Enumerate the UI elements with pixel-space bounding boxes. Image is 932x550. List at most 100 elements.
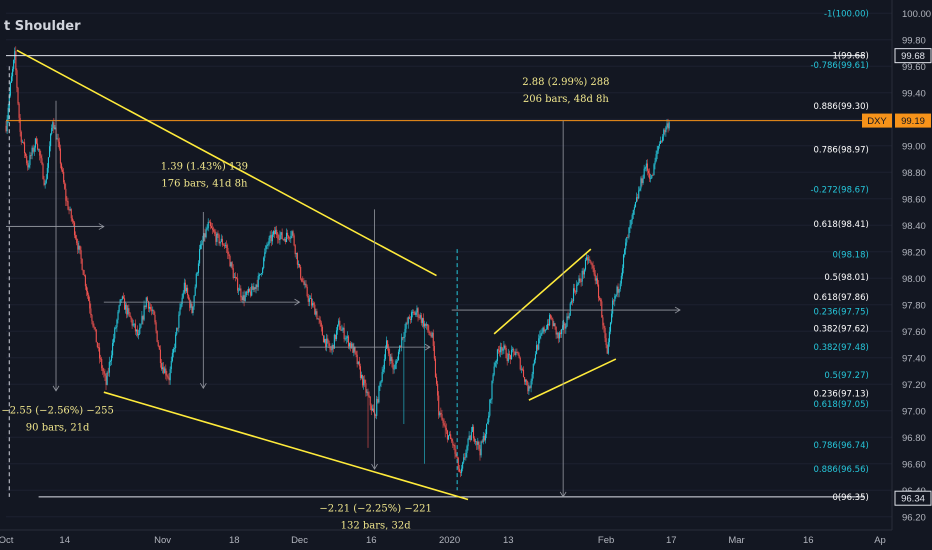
candle-body bbox=[256, 284, 258, 288]
candle-body bbox=[139, 327, 141, 334]
candle-body bbox=[31, 147, 33, 156]
candle-body bbox=[341, 329, 343, 331]
candle-body bbox=[221, 238, 223, 245]
candle-body bbox=[277, 234, 279, 239]
candle-body bbox=[180, 304, 182, 308]
candle-body bbox=[163, 367, 165, 374]
candle-body bbox=[316, 311, 318, 319]
candle-body bbox=[520, 368, 522, 370]
candle-body bbox=[44, 182, 46, 185]
price-marker-box bbox=[894, 48, 932, 64]
candle-body bbox=[438, 395, 440, 416]
candle-body bbox=[618, 289, 620, 293]
candle-body bbox=[515, 352, 517, 356]
price-tick-label: 97.00 bbox=[902, 406, 926, 417]
candle-body bbox=[150, 306, 152, 310]
candle-body bbox=[13, 60, 15, 69]
candle-body bbox=[21, 141, 23, 143]
candle-body bbox=[371, 408, 373, 411]
candle-body bbox=[253, 287, 255, 290]
candle-body bbox=[203, 233, 205, 241]
candle-body bbox=[412, 311, 414, 313]
candle-body bbox=[537, 345, 539, 350]
grid-lines bbox=[6, 12, 892, 518]
candle-body bbox=[82, 269, 84, 275]
measure-arrow-head bbox=[52, 385, 60, 392]
candle-body bbox=[574, 288, 576, 292]
candle-body bbox=[380, 381, 382, 383]
candle-body bbox=[226, 245, 228, 248]
candle-body bbox=[580, 281, 582, 283]
time-tick-label: Ap bbox=[874, 535, 886, 546]
price-tick-label: 99.00 bbox=[902, 141, 926, 152]
candle-body bbox=[494, 362, 496, 367]
candle-body bbox=[126, 304, 128, 315]
time-tick-label: Dec bbox=[291, 535, 308, 546]
candle-body bbox=[668, 122, 670, 129]
candle-body bbox=[32, 147, 34, 152]
candle-body bbox=[425, 323, 427, 326]
candle-body bbox=[443, 423, 445, 426]
candle-body bbox=[147, 301, 150, 309]
candle-body bbox=[106, 372, 108, 385]
candle-body bbox=[213, 229, 215, 232]
candle-body bbox=[650, 178, 652, 180]
candle-body bbox=[294, 245, 296, 255]
candle-body bbox=[125, 304, 127, 310]
candle-body bbox=[307, 296, 309, 302]
candle-body bbox=[240, 288, 242, 298]
candle-body bbox=[372, 408, 375, 413]
candle-body bbox=[422, 318, 425, 327]
candle-body bbox=[257, 276, 259, 288]
candle-body bbox=[296, 252, 298, 265]
candle-body bbox=[206, 228, 208, 230]
candle-body bbox=[6, 119, 8, 132]
candle-body bbox=[102, 368, 104, 372]
candle-body bbox=[56, 138, 58, 140]
price-tick-label: 99.40 bbox=[902, 88, 926, 99]
candle-body bbox=[652, 175, 654, 176]
candle-body bbox=[81, 258, 83, 270]
candle-body bbox=[179, 307, 181, 315]
candle-body bbox=[587, 257, 589, 261]
candle-body bbox=[378, 386, 380, 403]
candle-body bbox=[533, 359, 535, 364]
candle-body bbox=[631, 214, 633, 220]
candle-body bbox=[474, 438, 476, 442]
candle-body bbox=[25, 153, 27, 157]
price-tick-label: 98.40 bbox=[902, 221, 926, 232]
measure-3-label-line: 132 bars, 32d bbox=[341, 520, 412, 531]
candle-body bbox=[338, 320, 340, 325]
time-tick-label: Nov bbox=[154, 535, 171, 546]
candle-body bbox=[427, 324, 429, 331]
candle-body bbox=[415, 312, 417, 315]
candle-body bbox=[504, 345, 506, 348]
candle-body bbox=[228, 253, 230, 256]
price-tick-label: 98.20 bbox=[902, 247, 926, 258]
candle-body bbox=[363, 379, 365, 386]
candle-body bbox=[351, 343, 353, 349]
candle-body bbox=[641, 178, 643, 184]
candle-body bbox=[382, 369, 384, 372]
candle-body bbox=[272, 231, 275, 235]
rising-wedge-upper-line bbox=[493, 248, 592, 335]
candle-body bbox=[642, 178, 644, 184]
fib-level-label: 0.786(98.97) bbox=[814, 146, 869, 156]
candle-body bbox=[479, 448, 481, 456]
candle-body bbox=[327, 338, 329, 341]
candle-body bbox=[508, 353, 510, 356]
candle-body bbox=[235, 277, 238, 279]
candle-body bbox=[29, 155, 31, 166]
candle-body bbox=[472, 426, 475, 439]
candle-body bbox=[654, 161, 656, 165]
candle-body bbox=[433, 345, 435, 359]
fib-level-label: 0.382(97.48) bbox=[814, 343, 869, 353]
candle-body bbox=[246, 291, 248, 293]
candle-body bbox=[98, 347, 101, 359]
candle-body bbox=[356, 354, 358, 364]
candle-body bbox=[563, 323, 565, 326]
time-tick-label: 18 bbox=[229, 535, 240, 546]
candle-body bbox=[245, 291, 247, 296]
candle-body bbox=[621, 268, 623, 276]
